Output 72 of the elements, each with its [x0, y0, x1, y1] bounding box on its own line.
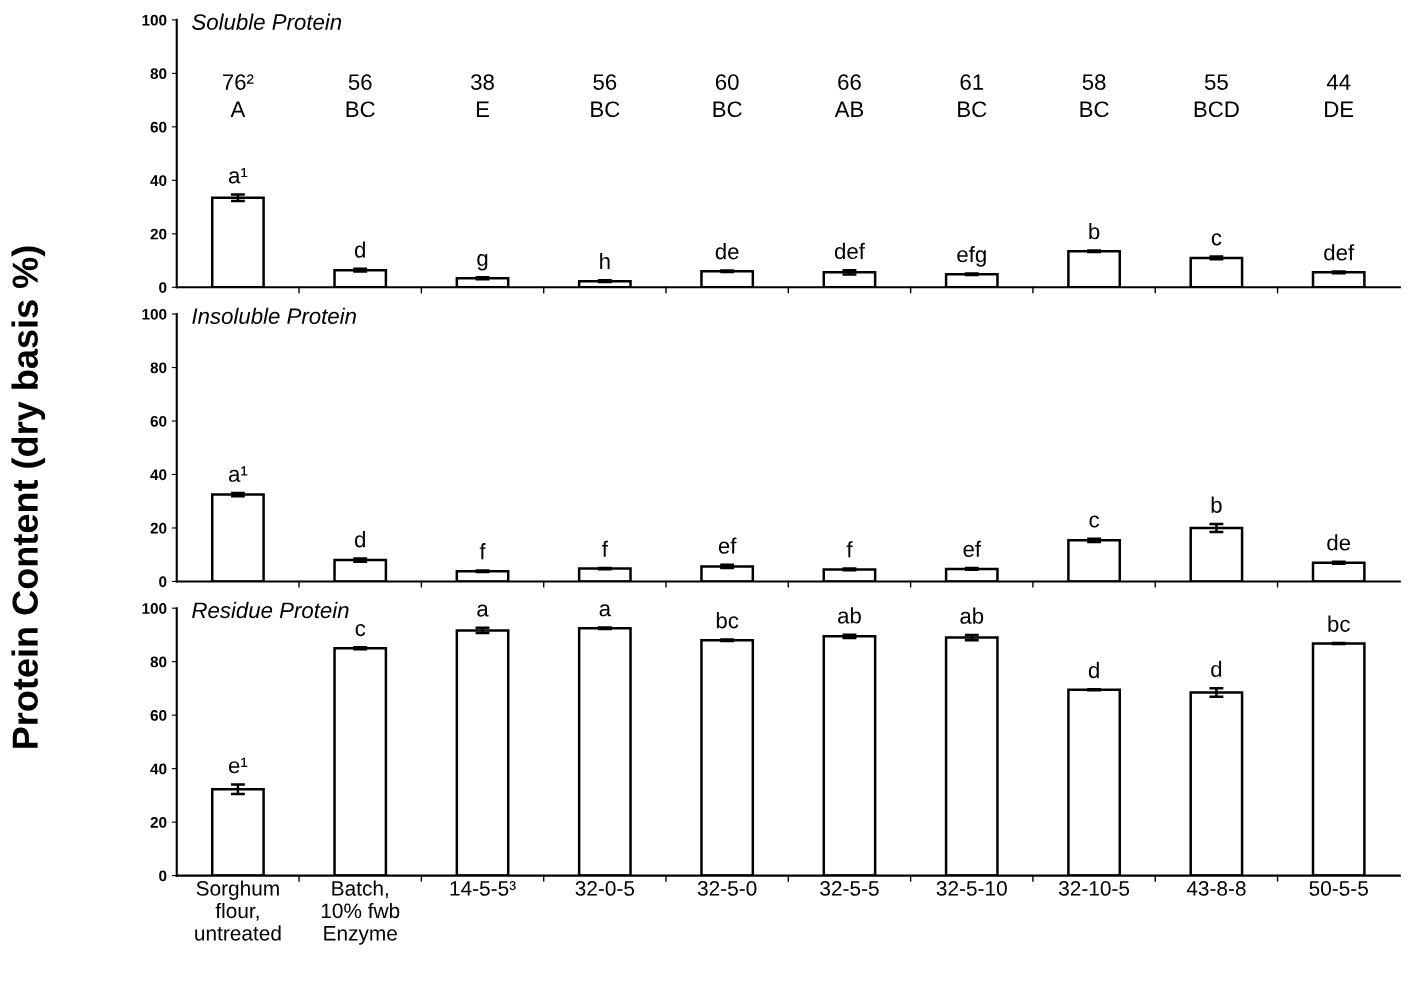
annotation: 56 BC — [346, 74, 375, 118]
x-tick-label: 32-10-5 — [1058, 881, 1130, 896]
y-axis-title: Protein Content (dry basis %) — [11, 246, 46, 748]
data-label: d — [354, 531, 365, 548]
annotation: 44 DE — [1325, 74, 1354, 117]
data-label: c — [1211, 233, 1222, 246]
y-tick-label: 60 — [150, 710, 167, 721]
data-label: d — [1088, 661, 1099, 679]
y-tick-label: 20 — [150, 816, 167, 828]
data-label: a — [599, 604, 612, 617]
data-label: c — [1089, 515, 1100, 528]
data-label: de — [715, 243, 739, 260]
annotation: 38 E — [471, 74, 494, 117]
annotation: 60 BC — [713, 74, 742, 118]
data-label: def — [834, 242, 865, 260]
x-tick-label: 14-5-5³ — [450, 881, 516, 896]
data-label: d — [1211, 660, 1222, 678]
annotation: 55 BCD — [1194, 74, 1239, 118]
data-label: d — [354, 241, 365, 258]
x-tick-label: 43-8-8 — [1186, 881, 1246, 896]
data-label: ef — [718, 537, 737, 554]
y-tick-label: 20 — [150, 522, 167, 534]
x-tick-label: 32-5-5 — [820, 881, 879, 896]
x-tick-label: Sorghum flour, untreated — [195, 880, 281, 941]
chart-title: Soluble Protein — [192, 13, 342, 30]
x-tick-label: Batch, 10% fwb Enzyme — [321, 880, 400, 945]
annotation: 76² A — [222, 74, 254, 117]
data-label: def — [1324, 244, 1355, 261]
chart-title: Insoluble Protein — [192, 307, 356, 325]
y-tick-label: 100 — [142, 14, 167, 26]
data-label: f — [602, 540, 608, 557]
data-label: bc — [716, 612, 739, 629]
annotation: 66 AB — [834, 74, 864, 117]
data-label: c — [355, 623, 366, 637]
data-label: de — [1327, 534, 1351, 551]
data-label: ef — [963, 540, 982, 558]
x-tick-label: 32-5-10 — [936, 881, 1007, 896]
data-label: f — [479, 543, 486, 560]
y-tick-label: 0 — [159, 282, 167, 293]
data-label: h — [600, 252, 610, 270]
annotation: 58 BC — [1080, 74, 1109, 118]
annotation: 61 BC — [958, 74, 987, 118]
data-label: a¹ — [228, 167, 248, 184]
data-label: g — [477, 253, 488, 271]
y-tick-label: 60 — [150, 415, 167, 427]
y-tick-label: 40 — [150, 175, 167, 187]
y-tick-label: 40 — [150, 469, 167, 481]
x-tick-label: 32-0-5 — [575, 881, 635, 896]
y-tick-label: 60 — [150, 121, 167, 133]
y-tick-label: 20 — [150, 228, 167, 240]
data-label: ab — [838, 607, 861, 624]
x-tick-label: 50-5-5 — [1309, 881, 1368, 896]
data-label: ab — [960, 607, 984, 624]
y-tick-label: 80 — [150, 362, 167, 374]
annotation: 56 BC — [591, 74, 620, 118]
data-label: f — [846, 541, 853, 558]
data-label: efg — [957, 246, 986, 267]
data-label: a — [477, 604, 489, 617]
data-label: e¹ — [228, 757, 248, 774]
data-label: b — [1089, 223, 1100, 240]
y-tick-label: 80 — [150, 656, 167, 668]
y-tick-label: 40 — [150, 763, 167, 775]
y-tick-label: 0 — [159, 870, 167, 882]
x-tick-label: 32-5-0 — [697, 881, 757, 896]
y-tick-label: 0 — [159, 576, 167, 588]
data-label: b — [1211, 496, 1222, 513]
y-tick-label: 100 — [142, 603, 167, 614]
y-tick-label: 80 — [150, 68, 167, 80]
chart-title: Residue Protein — [192, 601, 349, 619]
data-label: bc — [1328, 615, 1350, 632]
data-label: a¹ — [228, 466, 248, 482]
y-tick-label: 100 — [142, 308, 167, 320]
